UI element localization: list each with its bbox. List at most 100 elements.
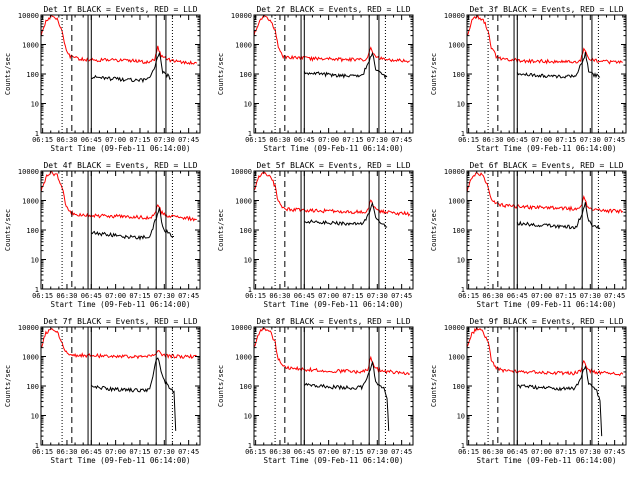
x-tick-label: 06:45 <box>294 136 315 144</box>
detector-panel: 1 10 100 1000 10000 06:15 06:30 06:45 07:00 07:15… <box>4 317 201 465</box>
y-tick-label: 10000 <box>444 12 465 20</box>
y-tick-label: 100 <box>239 383 252 391</box>
x-tick-label: 07:30 <box>154 136 175 144</box>
x-tick-label: 06:30 <box>269 448 290 456</box>
plot-frame <box>466 170 627 290</box>
x-tick-label: 07:15 <box>555 292 576 300</box>
y-tick-label: 1 <box>35 286 39 294</box>
y-tick-label: 1000 <box>22 42 39 50</box>
y-tick-label: 10 <box>31 413 39 421</box>
x-axis-label: Start Time (09-Feb-11 06:14:00) <box>477 144 617 153</box>
x-tick-label: 07:30 <box>580 448 601 456</box>
plot-frame <box>253 170 414 290</box>
x-tick-label: 06:15 <box>458 448 479 456</box>
x-tick-label: 07:00 <box>318 136 339 144</box>
y-tick-label: 100 <box>452 383 465 391</box>
x-tick-label: 06:15 <box>458 292 479 300</box>
x-axis-label: Start Time (09-Feb-11 06:14:00) <box>264 456 404 465</box>
y-tick-label: 1000 <box>235 354 252 362</box>
y-tick-label: 1000 <box>235 42 252 50</box>
x-tick-label: 06:45 <box>294 292 315 300</box>
panel-title: Det 5f BLACK = Events, RED = LLD <box>256 161 410 170</box>
panel-title: Det 1f BLACK = Events, RED = LLD <box>43 5 197 14</box>
lld-series-line <box>467 327 624 377</box>
y-tick-label: 10000 <box>444 324 465 332</box>
detector-panel: 1 10 100 1000 10000 06:15 06:30 06:45 07:00 07:15… <box>217 5 414 153</box>
events-series-line <box>91 207 174 241</box>
x-tick-label: 07:30 <box>580 292 601 300</box>
x-tick-label: 06:15 <box>32 448 53 456</box>
y-tick-label: 10000 <box>18 324 39 332</box>
x-tick-label: 07:45 <box>178 136 199 144</box>
y-axis-label: Counts/sec <box>4 209 12 251</box>
x-tick-label: 07:30 <box>154 448 175 456</box>
y-tick-label: 1000 <box>448 198 465 206</box>
lld-series-line <box>467 15 623 65</box>
x-tick-label: 06:15 <box>245 448 266 456</box>
x-tick-label: 06:15 <box>32 136 53 144</box>
y-tick-label: 10 <box>457 413 465 421</box>
lld-series-line <box>41 327 198 360</box>
plot-frame <box>40 326 201 446</box>
x-tick-label: 07:00 <box>105 448 126 456</box>
lld-series-line <box>41 171 197 222</box>
panel-title: Det 8f BLACK = Events, RED = LLD <box>256 317 410 326</box>
y-tick-label: 1 <box>35 130 39 138</box>
events-series-line <box>516 365 603 437</box>
x-tick-label: 06:15 <box>245 136 266 144</box>
x-tick-label: 07:45 <box>178 448 199 456</box>
panel-title: Det 6f BLACK = Events, RED = LLD <box>469 161 623 170</box>
y-tick-label: 1 <box>248 286 252 294</box>
y-tick-label: 100 <box>26 227 39 235</box>
y-tick-label: 100 <box>452 227 465 235</box>
y-tick-label: 100 <box>239 227 252 235</box>
y-tick-label: 1000 <box>22 354 39 362</box>
events-series-line <box>304 360 390 431</box>
x-tick-label: 06:30 <box>56 448 77 456</box>
x-tick-label: 07:45 <box>391 136 412 144</box>
detector-panel: 1 10 100 1000 10000 06:15 06:30 06:45 07:00 07:15… <box>4 161 201 309</box>
events-series-line <box>91 357 177 431</box>
y-tick-label: 1 <box>248 442 252 450</box>
x-tick-label: 06:15 <box>458 136 479 144</box>
panel-title: Det 9f BLACK = Events, RED = LLD <box>469 317 623 326</box>
x-tick-label: 06:45 <box>507 292 528 300</box>
x-tick-label: 07:15 <box>555 136 576 144</box>
x-tick-label: 06:30 <box>56 136 77 144</box>
panel-title: Det 4f BLACK = Events, RED = LLD <box>43 161 197 170</box>
y-tick-label: 1000 <box>448 354 465 362</box>
y-tick-label: 10 <box>457 101 465 109</box>
x-tick-label: 07:30 <box>154 292 175 300</box>
x-tick-label: 06:45 <box>507 448 528 456</box>
x-axis-label: Start Time (09-Feb-11 06:14:00) <box>264 300 404 309</box>
x-tick-label: 06:30 <box>482 136 503 144</box>
x-tick-label: 07:30 <box>367 292 388 300</box>
x-tick-label: 07:00 <box>105 292 126 300</box>
y-axis-label: Counts/sec <box>430 365 438 407</box>
lld-series-line <box>467 172 624 215</box>
plot-frame <box>40 14 201 134</box>
plot-frame <box>466 326 627 446</box>
panel-title: Det 7f BLACK = Events, RED = LLD <box>43 317 197 326</box>
panel-title: Det 2f BLACK = Events, RED = LLD <box>256 5 410 14</box>
y-axis-label: Counts/sec <box>4 53 12 95</box>
x-tick-label: 07:00 <box>531 136 552 144</box>
x-tick-label: 07:30 <box>367 136 388 144</box>
lld-series-line <box>41 15 198 66</box>
y-tick-label: 10000 <box>231 168 252 176</box>
y-axis-label: Counts/sec <box>430 209 438 251</box>
plot-frame <box>253 14 414 134</box>
x-tick-label: 07:00 <box>105 136 126 144</box>
detector-panel: 1 10 100 1000 10000 06:15 06:30 06:45 07:00 07:15… <box>430 5 627 153</box>
y-tick-label: 1 <box>461 286 465 294</box>
x-tick-label: 07:00 <box>531 448 552 456</box>
plot-frame <box>40 170 201 290</box>
y-tick-label: 100 <box>452 71 465 79</box>
detector-panel: 1 10 100 1000 10000 06:15 06:30 06:45 07:00 07:15… <box>4 5 201 153</box>
y-tick-label: 1 <box>248 130 252 138</box>
y-tick-label: 1000 <box>22 198 39 206</box>
y-tick-label: 10 <box>244 257 252 265</box>
x-tick-label: 07:45 <box>604 448 625 456</box>
y-tick-label: 100 <box>26 71 39 79</box>
